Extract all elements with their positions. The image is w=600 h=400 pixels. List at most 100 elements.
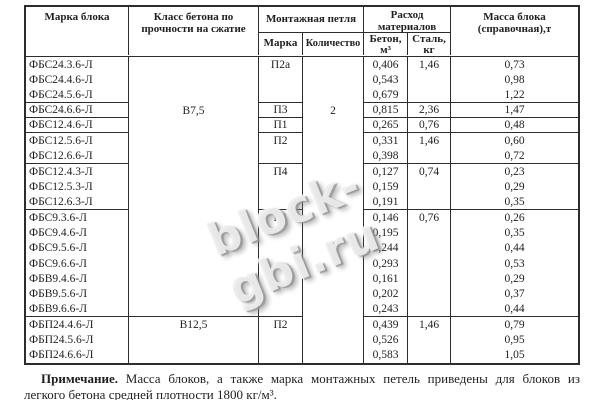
cell-steel-kg — [408, 301, 451, 318]
cell-loop-mark — [259, 332, 303, 348]
cell-concrete-m3: 0,439 — [364, 317, 408, 333]
table-row: ФБС9.5.6-Л 0,244 0,44 — [26, 240, 578, 256]
cell-concrete-class: В12,5 — [129, 317, 259, 333]
cell-concrete-class: В7,5 — [129, 102, 259, 119]
cell-block-mark: ФБС9.3.6-Л — [26, 209, 129, 226]
cell-loop-mark — [259, 194, 303, 210]
cell-block-mass: 0,95 — [504, 333, 525, 346]
cell-concrete-m3: 0,159 — [364, 179, 408, 195]
cell-steel-kg — [408, 347, 451, 363]
cell-loop-mark — [259, 301, 303, 318]
cell-loop-mark: П3 — [259, 102, 303, 119]
table-row: ФБС12.5.6-Л П2 0,331 1,46 0,60 — [26, 133, 578, 149]
cell-block-mark: ФБС12.4.3-Л — [26, 164, 129, 180]
cell-block-mark: ФБП24.4.6-Л — [26, 317, 129, 333]
cell-loop-quantity — [303, 209, 364, 226]
cell-concrete-class — [129, 57, 259, 73]
table-row: ФБВ9.4.6-Л 0,161 0,29 — [26, 271, 578, 287]
cell-loop-quantity — [303, 286, 364, 302]
cell-loop-mark: П2 — [259, 133, 303, 149]
cell-concrete-class — [129, 286, 259, 302]
cell-block-mass: 0,48 — [451, 118, 578, 134]
cell-concrete-class — [129, 347, 259, 363]
cell-steel-kg — [408, 148, 451, 165]
table-header: Марка блока Класс бетона по прочности на… — [26, 7, 578, 57]
cell-loop-quantity — [303, 72, 364, 88]
cell-block-mark: ФБС9.6.6-Л — [26, 255, 129, 272]
cell-concrete-class — [129, 240, 259, 256]
cell-loop-quantity — [303, 332, 364, 348]
cell-loop-quantity — [303, 133, 364, 149]
cell-loop-quantity — [303, 317, 364, 333]
cell-concrete-m3: 0,583 — [364, 347, 408, 363]
cell-concrete-m3: 0,398 — [364, 148, 408, 165]
header-concrete-class: Класс бетона по прочности на сжатие — [129, 7, 259, 55]
cell-loop-quantity — [303, 301, 364, 318]
header-loop-quantity: Количество — [303, 33, 364, 55]
cell-block-mark: ФБС24.4.6-Л — [26, 72, 129, 88]
header-loop-mark: Марка — [259, 33, 303, 55]
cell-concrete-m3: 0,244 — [364, 240, 408, 256]
table-row: ФБС9.6.6-Л 0,293 0,53 — [26, 255, 578, 272]
cell-block-mark: ФБС12.4.6-Л — [26, 118, 129, 134]
table-row: ФБВ9.5.6-Л 0,202 0,37 — [26, 286, 578, 302]
cell-loop-quantity — [303, 57, 364, 73]
cell-concrete-m3: 0,331 — [364, 133, 408, 149]
cell-block-mass: 0,53 — [504, 257, 525, 270]
cell-loop-mark — [259, 271, 303, 287]
cell-loop-quantity — [303, 164, 364, 180]
cell-concrete-m3: 0,202 — [364, 286, 408, 302]
cell-steel-kg: 2,36 — [408, 102, 451, 119]
footnote-text-1: Масса блоков, а также марка монтажных пе… — [125, 371, 580, 386]
cell-block-mass: 0,60 — [504, 135, 525, 148]
cell-loop-mark — [259, 286, 303, 302]
cell-steel-kg: 0,76 — [408, 118, 451, 134]
table-row: ФБС24.6.6-Л В7,5 П3 2 0,815 2,36 1,47 — [26, 102, 578, 119]
cell-steel-kg — [408, 87, 451, 103]
header-steel-kg: Сталь, кг — [408, 33, 451, 55]
cell-loop-mark — [259, 255, 303, 272]
cell-concrete-class — [129, 118, 259, 134]
table-row: ФБВ9.6.6-Л 0,243 0,44 — [26, 301, 578, 318]
cell-loop-quantity — [303, 347, 364, 363]
footnote-label: Примечание. — [41, 371, 118, 386]
footnote-text-2: легкого бетона средней плотности 1800 кг… — [24, 386, 277, 400]
cell-block-mass: 0,73 — [504, 58, 525, 71]
cell-loop-mark: П4 — [259, 164, 303, 180]
cell-loop-quantity — [303, 240, 364, 256]
cell-block-mark: ФБВ9.4.6-Л — [26, 271, 129, 287]
cell-block-mark: ФБВ9.6.6-Л — [26, 301, 129, 318]
table-row: ФБС24.3.6-Л П2а 0,406 1,46 0,73 — [26, 57, 578, 73]
table-row: ФБС12.6.3-Л 0,191 0,35 — [26, 194, 578, 210]
cell-steel-kg — [408, 286, 451, 302]
cell-loop-quantity — [303, 179, 364, 195]
cell-block-mark: ФБП24.5.6-Л — [26, 332, 129, 348]
cell-steel-kg — [408, 194, 451, 210]
cell-concrete-m3: 0,265 — [364, 118, 408, 134]
cell-concrete-m3: 0,679 — [364, 87, 408, 103]
cell-concrete-class — [129, 148, 259, 165]
cell-block-mark: ФБС24.5.6-Л — [26, 87, 129, 103]
cell-loop-quantity — [303, 194, 364, 210]
cell-concrete-m3: 0,406 — [364, 57, 408, 73]
cell-block-mass: 0,44 — [504, 242, 525, 255]
cell-concrete-m3: 0,243 — [364, 301, 408, 318]
header-consumption: Расход материалов — [364, 7, 451, 33]
cell-block-mark: ФБС12.6.3-Л — [26, 194, 129, 210]
cell-block-mass: 0,79 — [504, 318, 525, 331]
cell-concrete-class — [129, 72, 259, 88]
cell-concrete-m3: 0,526 — [364, 332, 408, 348]
cell-steel-kg — [408, 271, 451, 287]
cell-loop-mark — [259, 72, 303, 88]
cell-concrete-m3: 0,127 — [364, 164, 408, 180]
cell-concrete-m3: 0,815 — [364, 102, 408, 119]
cell-concrete-m3: 0,191 — [364, 194, 408, 210]
cell-block-mark: ФБС9.4.6-Л — [26, 225, 129, 241]
table-row: ФБС12.4.6-Л П1 0,265 0,76 0,48 — [26, 118, 578, 134]
cell-loop-quantity — [303, 87, 364, 103]
cell-concrete-m3: 0,161 — [364, 271, 408, 287]
cell-steel-kg — [408, 179, 451, 195]
cell-loop-quantity: 2 — [303, 102, 364, 119]
cell-loop-mark: П2 — [259, 317, 303, 333]
cell-steel-kg: 0,76 — [408, 209, 451, 226]
